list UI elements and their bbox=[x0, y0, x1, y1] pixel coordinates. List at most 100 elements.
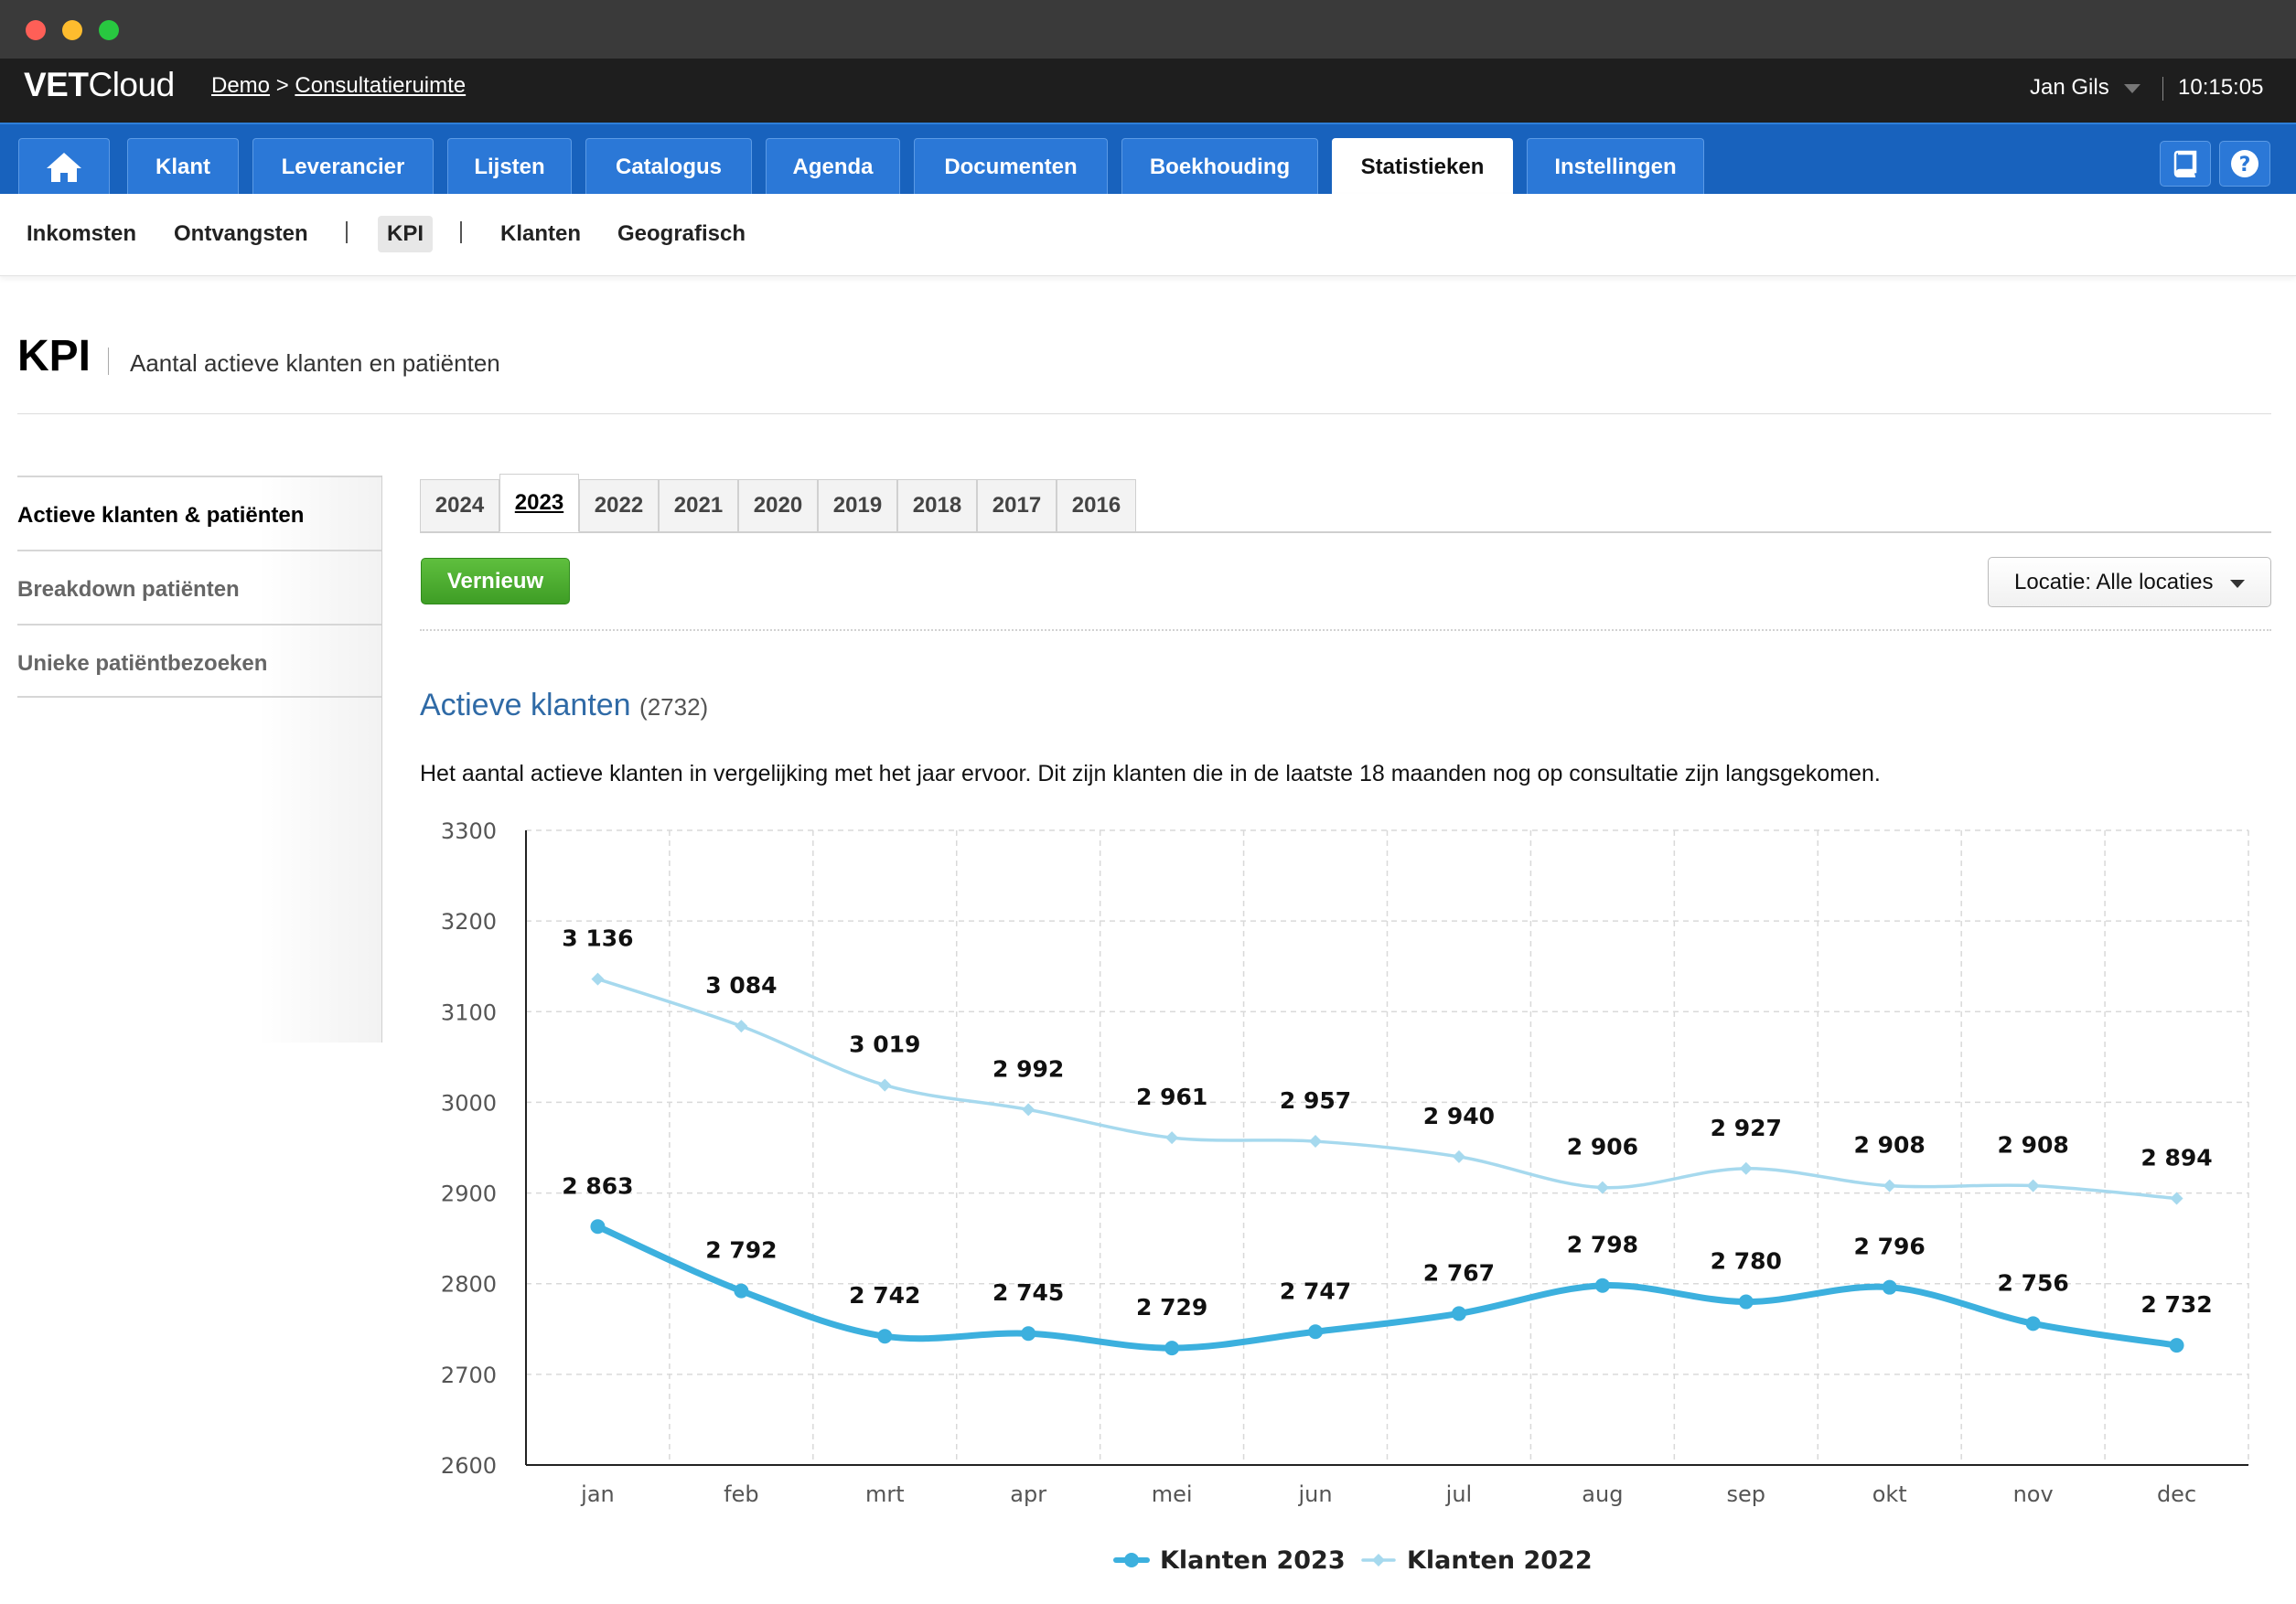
toolbar-divider bbox=[420, 629, 2271, 631]
x-tick-label: aug bbox=[1582, 1481, 1623, 1507]
x-tick-label: apr bbox=[1010, 1481, 1046, 1507]
year-tab-2021[interactable]: 2021 bbox=[659, 479, 738, 532]
series-2022-data-label: 2 957 bbox=[1280, 1087, 1351, 1114]
series-2022-point bbox=[1452, 1150, 1465, 1163]
series-2022-data-label: 2 894 bbox=[2140, 1145, 2212, 1171]
section-title-text: Actieve klanten bbox=[420, 688, 631, 722]
year-tab-2020[interactable]: 2020 bbox=[738, 479, 818, 532]
vetcloud-logo[interactable]: VETCloud bbox=[24, 66, 175, 103]
tab-catalogus[interactable]: Catalogus bbox=[585, 138, 752, 196]
x-tick-label: mrt bbox=[865, 1481, 905, 1507]
title-divider bbox=[108, 348, 109, 375]
series-2022-point bbox=[1309, 1135, 1323, 1149]
series-2023-data-label: 2 796 bbox=[1854, 1234, 1926, 1260]
legend-2023-label: Klanten 2023 bbox=[1160, 1546, 1346, 1575]
help-button[interactable]: ? bbox=[2219, 141, 2270, 187]
subnav-ontvangsten[interactable]: Ontvangsten bbox=[174, 221, 308, 246]
year-tab-2019[interactable]: 2019 bbox=[818, 479, 897, 532]
breadcrumb-separator: > bbox=[275, 73, 289, 98]
tab-statistieken[interactable]: Statistieken bbox=[1332, 138, 1513, 196]
location-select-label: Locatie: Alle locaties bbox=[2014, 569, 2214, 594]
x-tick-label: nov bbox=[2013, 1481, 2054, 1507]
chevron-down-icon bbox=[2230, 580, 2245, 588]
y-tick-label: 2600 bbox=[441, 1453, 497, 1479]
x-tick-label: feb bbox=[724, 1481, 758, 1507]
tab-leverancier[interactable]: Leverancier bbox=[252, 138, 434, 196]
subnav-inkomsten[interactable]: Inkomsten bbox=[27, 221, 137, 246]
sub-navigation: Inkomsten Ontvangsten KPI Klanten Geogra… bbox=[0, 194, 2296, 276]
year-tab-2016[interactable]: 2016 bbox=[1057, 479, 1136, 532]
series-2023-data-label: 2 747 bbox=[1280, 1278, 1351, 1304]
location-select[interactable]: Locatie: Alle locaties bbox=[1988, 557, 2271, 607]
legend-2022-swatch-marker bbox=[1372, 1554, 1385, 1567]
series-2023-point bbox=[1738, 1294, 1754, 1310]
series-2023-point bbox=[1308, 1324, 1324, 1340]
series-2023-data-label: 2 745 bbox=[992, 1279, 1064, 1306]
series-2022-point bbox=[1739, 1161, 1753, 1175]
tab-agenda[interactable]: Agenda bbox=[766, 138, 900, 196]
year-tab-2024[interactable]: 2024 bbox=[420, 479, 499, 532]
series-2023-point bbox=[2169, 1338, 2184, 1353]
x-tick-label: dec bbox=[2157, 1481, 2196, 1507]
series-2023-data-label: 2 780 bbox=[1711, 1248, 1782, 1275]
series-2023-point bbox=[590, 1219, 606, 1235]
tab-boekhouding[interactable]: Boekhouding bbox=[1121, 138, 1318, 196]
series-2023-point bbox=[1021, 1326, 1036, 1342]
series-2023-data-label: 2 863 bbox=[562, 1172, 633, 1199]
left-menu-shadow bbox=[256, 476, 382, 1043]
left-menu-item-unieke-patientbezoeken[interactable]: Unieke patiëntbezoeken bbox=[17, 624, 381, 698]
year-tab-2017[interactable]: 2017 bbox=[977, 479, 1057, 532]
section-count: (2732) bbox=[639, 693, 709, 721]
series-2023-data-label: 2 792 bbox=[705, 1237, 777, 1264]
tab-instellingen[interactable]: Instellingen bbox=[1527, 138, 1704, 196]
subnav-geografisch[interactable]: Geografisch bbox=[617, 221, 746, 246]
year-tab-2022[interactable]: 2022 bbox=[579, 479, 659, 532]
series-2023-data-label: 2 767 bbox=[1423, 1259, 1495, 1286]
y-tick-label: 3200 bbox=[441, 909, 497, 935]
breadcrumb-demo-link[interactable]: Demo bbox=[211, 73, 271, 98]
series-2023-data-label: 2 729 bbox=[1136, 1294, 1207, 1321]
series-2023-data-label: 2 756 bbox=[1997, 1269, 2068, 1296]
x-tick-label: sep bbox=[1727, 1481, 1766, 1507]
clock: 10:15:05 bbox=[2178, 75, 2264, 100]
chevron-down-icon[interactable] bbox=[2124, 84, 2140, 93]
series-2022-point bbox=[1883, 1179, 1896, 1192]
tab-klant[interactable]: Klant bbox=[127, 138, 239, 196]
subnav-divider bbox=[346, 221, 348, 243]
year-tab-2023[interactable]: 2023 bbox=[499, 474, 579, 532]
series-2023-point bbox=[1594, 1278, 1610, 1293]
series-2022-line bbox=[595, 977, 2179, 1201]
tab-documenten[interactable]: Documenten bbox=[914, 138, 1108, 196]
active-clients-chart: 2600 2700 2800 2900 3000 3100 3200 3300 jan feb mr… bbox=[441, 818, 2249, 1575]
breadcrumb-consultatieruimte-link[interactable]: Consultatieruimte bbox=[295, 73, 467, 98]
series-2022-data-label: 3 084 bbox=[705, 972, 777, 999]
year-tabs-baseline bbox=[420, 531, 2271, 533]
minimize-window-button[interactable] bbox=[62, 20, 82, 40]
x-tick-label: mei bbox=[1152, 1481, 1193, 1507]
breadcrumb: Demo > Consultatieruimte bbox=[211, 73, 466, 99]
subnav-klanten[interactable]: Klanten bbox=[500, 221, 582, 246]
left-menu-item-actieve-klanten[interactable]: Actieve klanten & patiënten bbox=[17, 476, 381, 550]
series-2023-point bbox=[2025, 1316, 2041, 1331]
series-2022-point bbox=[735, 1020, 748, 1033]
manual-button[interactable] bbox=[2160, 141, 2211, 187]
series-2023-point bbox=[877, 1329, 893, 1344]
heading-divider bbox=[17, 413, 2271, 414]
user-menu[interactable]: Jan Gils bbox=[2030, 75, 2109, 100]
year-tab-2018[interactable]: 2018 bbox=[897, 479, 977, 532]
series-2023-line bbox=[594, 1223, 2181, 1352]
page-title: KPI bbox=[17, 332, 91, 380]
tab-lijsten[interactable]: Lijsten bbox=[447, 138, 572, 196]
x-tick-label: okt bbox=[1872, 1481, 1907, 1507]
subnav-kpi[interactable]: KPI bbox=[378, 216, 434, 252]
series-2022-point bbox=[2026, 1179, 2040, 1192]
home-button[interactable] bbox=[18, 138, 110, 196]
zoom-window-button[interactable] bbox=[99, 20, 119, 40]
x-tick-label: jul bbox=[1445, 1481, 1473, 1507]
series-2022-point bbox=[1595, 1181, 1609, 1194]
series-2022-data-label: 2 961 bbox=[1136, 1084, 1207, 1110]
left-menu-item-breakdown-patienten[interactable]: Breakdown patiënten bbox=[17, 550, 381, 624]
y-tick-label: 2700 bbox=[441, 1363, 497, 1388]
refresh-button[interactable]: Vernieuw bbox=[421, 558, 570, 604]
close-window-button[interactable] bbox=[26, 20, 46, 40]
